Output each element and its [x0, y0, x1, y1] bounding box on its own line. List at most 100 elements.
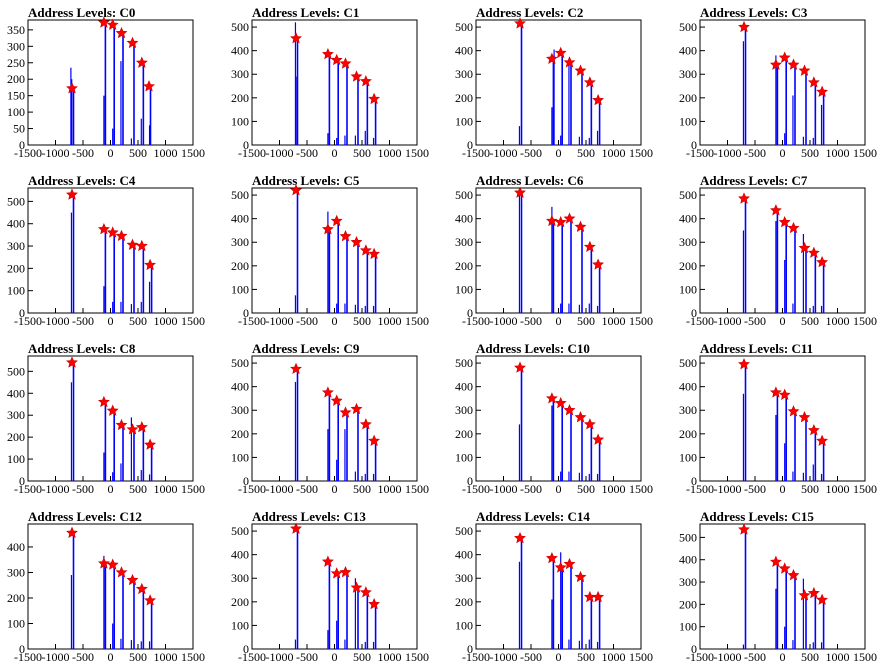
peak-marker	[339, 566, 352, 578]
x-tick-label: -500	[72, 146, 94, 160]
peak-marker	[554, 46, 567, 59]
y-tick-label: 400	[231, 380, 249, 394]
plot-frame	[475, 187, 642, 314]
y-tick-label: 250	[7, 56, 25, 70]
y-tick-label: 500	[7, 194, 25, 208]
y-tick-label: 0	[19, 306, 25, 320]
plot-frame	[27, 355, 194, 482]
peak-marker	[592, 433, 605, 445]
y-tick-label: 400	[455, 212, 473, 226]
x-tick-label: -1500	[238, 482, 266, 496]
y-tick-label: 300	[679, 67, 697, 81]
peak-marker	[816, 434, 829, 447]
x-tick-label: -1500	[14, 482, 42, 496]
y-tick-label: 200	[455, 259, 473, 273]
x-tick-label: -1500	[462, 146, 490, 160]
x-tick-label: 1000	[602, 482, 626, 496]
x-tick-label: 0	[108, 314, 114, 328]
peak-marker	[106, 558, 119, 570]
peak-marker	[126, 573, 139, 586]
y-tick-label: 100	[679, 114, 697, 128]
chart-title: Address Levels: C9	[252, 341, 360, 356]
x-tick-label: -500	[744, 482, 766, 496]
x-tick-label: 500	[353, 146, 371, 160]
y-tick-label: 100	[7, 284, 25, 298]
peak-marker	[368, 597, 381, 610]
peak-marker	[787, 221, 800, 234]
y-tick-label: 0	[467, 138, 473, 152]
x-tick-label: 0	[332, 650, 338, 664]
peak-marker	[769, 204, 782, 216]
x-tick-label: -1000	[42, 146, 70, 160]
y-tick-label: 300	[455, 571, 473, 585]
y-tick-label: 500	[231, 188, 249, 202]
y-tick-label: 500	[231, 356, 249, 370]
x-tick-label: 1500	[629, 482, 653, 496]
chart-title: Address Levels: C1	[252, 5, 359, 20]
peak-marker	[97, 223, 110, 235]
x-tick-label: 1500	[629, 146, 653, 160]
chart-title: Address Levels: C6	[476, 173, 584, 188]
chart-10: Address Levels: C10 0 100 200 300 400 500 -1500…	[455, 341, 653, 496]
y-tick-label: 500	[455, 356, 473, 370]
plot-frame	[699, 187, 866, 314]
y-tick-label: 400	[7, 217, 25, 231]
peak-marker	[545, 392, 558, 404]
y-tick-label: 500	[7, 364, 25, 378]
chart-7: Address Levels: C70100200300400500-1500-…	[679, 173, 877, 328]
x-tick-label: 0	[780, 650, 786, 664]
x-tick-label: -1000	[714, 482, 742, 496]
x-tick-label: -1500	[686, 482, 714, 496]
x-tick-label: 1000	[378, 314, 402, 328]
peak-marker	[350, 402, 363, 415]
y-tick-label: 300	[7, 565, 25, 579]
x-tick-label: -500	[520, 146, 542, 160]
chart-title: Address Levels: C11	[700, 341, 813, 356]
x-tick-label: 1500	[853, 650, 877, 664]
peak-marker	[368, 92, 381, 105]
chart-title: Address Levels: C12	[28, 509, 142, 524]
peak-marker	[574, 570, 587, 583]
y-tick-label: 200	[679, 597, 697, 611]
chart-title: Address Levels: C14	[476, 509, 590, 524]
peak-marker	[807, 76, 820, 88]
peak-marker	[583, 240, 596, 253]
y-tick-label: 300	[231, 235, 249, 249]
x-tick-label: 500	[577, 650, 595, 664]
x-tick-label: -500	[296, 314, 318, 328]
x-tick-label: 1500	[181, 314, 205, 328]
peak-marker	[554, 561, 567, 573]
peak-marker	[66, 82, 78, 94]
peak-marker	[135, 421, 148, 433]
peak-marker	[368, 434, 381, 447]
peak-marker	[359, 418, 372, 430]
x-tick-label: 1000	[826, 146, 850, 160]
x-tick-label: -1000	[42, 650, 70, 664]
peak-marker	[330, 567, 343, 579]
chart-title: Address Levels: C5	[252, 173, 360, 188]
x-tick-label: -500	[744, 314, 766, 328]
x-tick-label: 1500	[405, 482, 429, 496]
y-tick-label: 100	[455, 114, 473, 128]
x-tick-label: -500	[520, 314, 542, 328]
chart-title: Address Levels: C7	[700, 173, 808, 188]
x-tick-label: -1000	[42, 482, 70, 496]
peak-marker	[738, 20, 750, 33]
y-tick-label: 200	[7, 430, 25, 444]
y-tick-label: 300	[231, 403, 249, 417]
chart-5: Address Levels: C50100200300400500-1500-…	[231, 173, 429, 328]
chart-1: Address Levels: C10100200300400500-1500-…	[231, 5, 429, 160]
x-tick-label: -500	[744, 146, 766, 160]
y-tick-label: 0	[19, 138, 25, 152]
y-tick-label: 100	[7, 452, 25, 466]
y-tick-label: 400	[455, 548, 473, 562]
peak-marker	[126, 423, 139, 435]
x-tick-label: -500	[520, 482, 542, 496]
y-tick-label: 100	[7, 105, 25, 119]
peak-marker	[144, 258, 157, 271]
x-tick-label: 1000	[602, 146, 626, 160]
peak-marker	[738, 192, 750, 204]
y-tick-label: 400	[231, 44, 249, 58]
peak-marker	[106, 404, 119, 416]
x-tick-label: 1000	[154, 482, 178, 496]
